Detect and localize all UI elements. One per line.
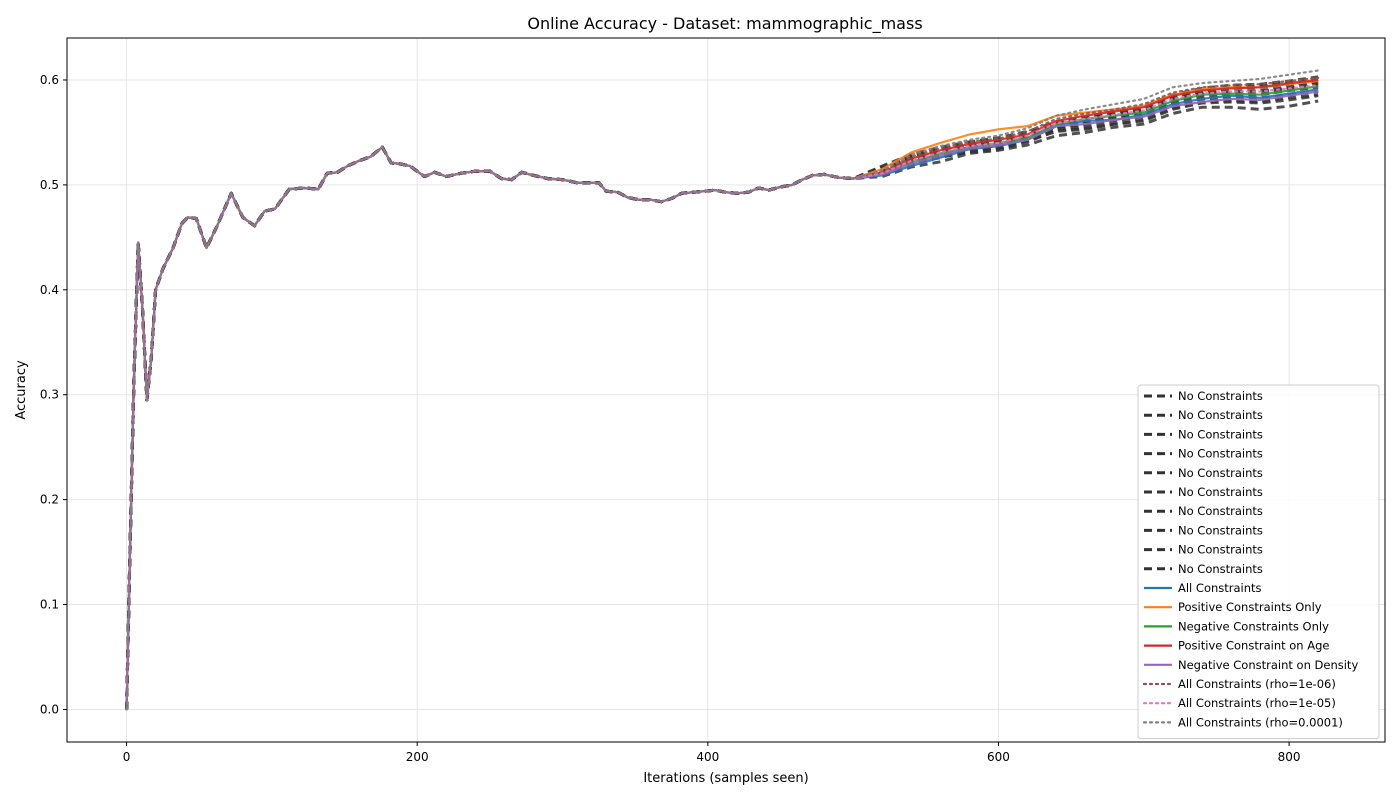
legend-label-17: All Constraints (rho=0.0001) bbox=[1178, 715, 1343, 729]
x-tick-label: 600 bbox=[987, 750, 1010, 764]
legend-label-7: No Constraints bbox=[1178, 523, 1263, 537]
plot-area bbox=[125, 69, 1320, 711]
y-tick-label: 0.2 bbox=[40, 493, 59, 507]
y-tick-label: 0.5 bbox=[40, 178, 59, 192]
y-tick-label: 0.6 bbox=[40, 73, 59, 87]
legend-label-12: Negative Constraints Only bbox=[1178, 619, 1329, 633]
series-group bbox=[125, 69, 1320, 711]
plot-frame bbox=[66, 37, 1386, 743]
legend: No Constraints No Constraints No Constrain… bbox=[1137, 384, 1380, 740]
chart-title: Online Accuracy - Dataset: mammographic_… bbox=[527, 14, 922, 34]
legend-label-6: No Constraints bbox=[1178, 504, 1263, 518]
legend-label-16: All Constraints (rho=1e-05) bbox=[1178, 696, 1336, 710]
legend-label-2: No Constraints bbox=[1178, 427, 1263, 441]
legend-label-11: Positive Constraints Only bbox=[1178, 600, 1322, 614]
y-axis: 0.0 0.1 0.2 0.3 0.4 0.5 0.6 bbox=[40, 73, 67, 716]
legend-label-8: No Constraints bbox=[1178, 543, 1263, 557]
series-line-17 bbox=[125, 69, 1320, 711]
legend-label-10: All Constraints bbox=[1178, 581, 1262, 595]
legend-label-13: Positive Constraint on Age bbox=[1178, 639, 1330, 653]
legend-label-5: No Constraints bbox=[1178, 485, 1263, 499]
x-tick-label: 800 bbox=[1278, 750, 1301, 764]
y-axis-label: Accuracy bbox=[14, 360, 29, 420]
legend-label-15: All Constraints (rho=1e-06) bbox=[1178, 677, 1336, 691]
legend-box bbox=[1137, 384, 1380, 740]
legend-label-14: Negative Constraint on Density bbox=[1178, 658, 1358, 672]
x-axis: 0 200 400 600 800 bbox=[123, 742, 1301, 764]
y-tick-label: 0.3 bbox=[40, 388, 59, 402]
legend-label-1: No Constraints bbox=[1178, 408, 1263, 422]
legend-label-9: No Constraints bbox=[1178, 562, 1263, 576]
x-tick-label: 400 bbox=[696, 750, 719, 764]
x-axis-label: Iterations (samples seen) bbox=[643, 771, 808, 786]
y-tick-label: 0.4 bbox=[40, 283, 59, 297]
x-tick-label: 0 bbox=[123, 750, 131, 764]
legend-label-0: No Constraints bbox=[1178, 389, 1263, 403]
y-tick-label: 0.0 bbox=[40, 702, 59, 716]
legend-label-4: No Constraints bbox=[1178, 466, 1263, 480]
y-tick-label: 0.1 bbox=[40, 598, 59, 612]
legend-label-3: No Constraints bbox=[1178, 447, 1263, 461]
x-tick-label: 200 bbox=[406, 750, 429, 764]
